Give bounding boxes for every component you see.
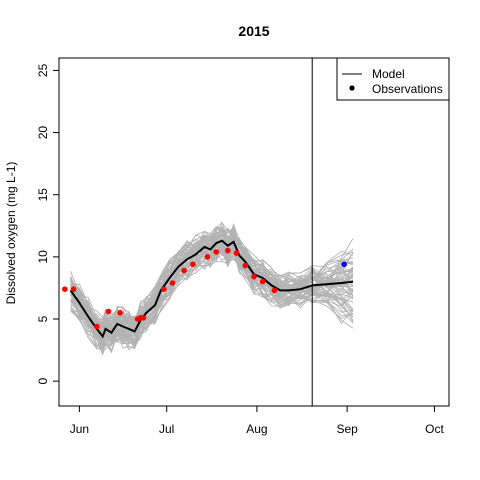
ensemble-member-line — [70, 243, 354, 352]
y-tick-label: 0 — [36, 377, 50, 384]
x-tick-label: Jul — [159, 422, 174, 436]
ensemble-member-line — [70, 250, 354, 354]
y-axis-label: Dissolved oxygen (mg L-1) — [4, 162, 18, 305]
observation-point — [213, 249, 219, 255]
observation-point — [190, 261, 196, 268]
observation-point — [225, 247, 231, 254]
legend: Model Observations — [336, 57, 450, 101]
ensemble-member-line — [70, 232, 354, 330]
observation-point — [233, 250, 240, 256]
y-tick-label: 5 — [36, 315, 50, 322]
legend-observations-swatch — [349, 85, 355, 91]
y-tick-label: 15 — [36, 188, 50, 202]
ensemble-member-line — [70, 229, 354, 326]
legend-model-label: Model — [372, 67, 405, 81]
ensemble-member-line — [70, 226, 354, 331]
x-tick-label: Oct — [425, 422, 444, 436]
ensemble-member-line — [70, 237, 354, 342]
observation-point — [161, 286, 167, 293]
observation-point — [94, 323, 100, 330]
observation-point — [117, 310, 123, 316]
observation-point — [105, 308, 112, 315]
observation-point — [70, 286, 77, 293]
chart-title: 2015 — [238, 23, 269, 39]
x-tick-label: Aug — [246, 422, 267, 436]
x-tick-label: Jun — [70, 422, 89, 436]
x-tick-label: Sep — [336, 422, 358, 436]
ensemble-member-line — [70, 221, 354, 329]
ensemble-member-line — [70, 243, 354, 347]
chart-marks — [62, 58, 354, 406]
model-line — [69, 239, 354, 339]
observation-point — [242, 262, 249, 269]
observation-point — [271, 287, 278, 294]
legend-observations-label: Observations — [372, 82, 443, 96]
observation-point-forecast — [341, 261, 348, 268]
observation-point — [204, 254, 211, 260]
y-tick-label: 25 — [36, 63, 50, 77]
observation-point — [169, 280, 176, 286]
legend-box — [336, 57, 450, 101]
plot-frame — [58, 57, 450, 407]
observation-point — [62, 286, 68, 293]
observation-point — [259, 278, 266, 285]
y-tick-label: 10 — [36, 250, 50, 264]
chart-axes: 0 5 10 15 20 25 Jun Jul Aug Sep Oct — [36, 57, 450, 436]
observation-point — [140, 315, 147, 321]
observation-point — [251, 273, 257, 280]
observation-point — [181, 267, 187, 274]
ensemble-lines — [70, 221, 354, 357]
y-tick-label: 20 — [36, 126, 50, 140]
